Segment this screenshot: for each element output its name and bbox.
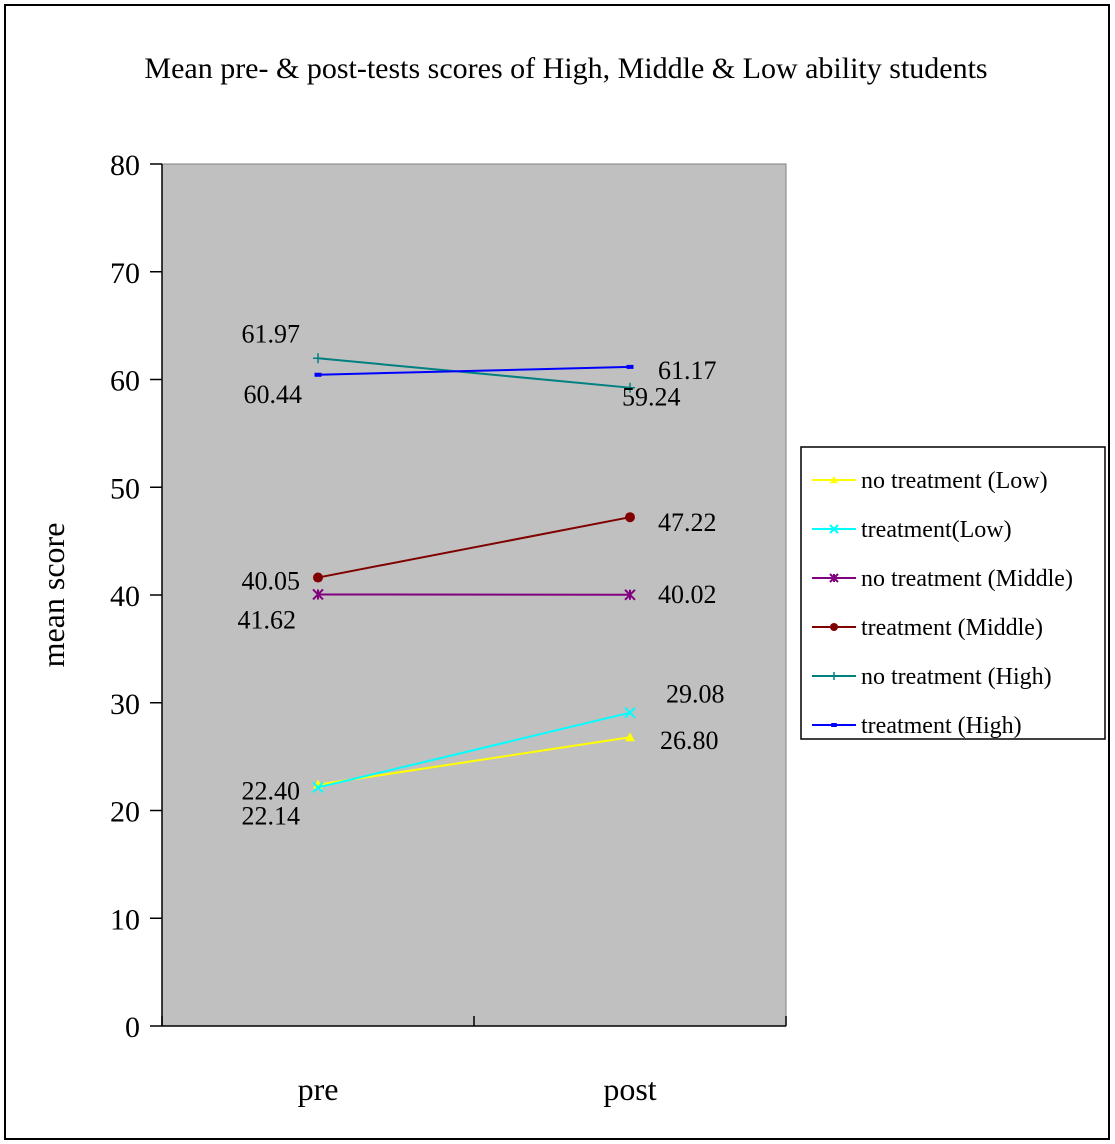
legend-item: no treatment (High)	[812, 664, 1052, 690]
marker-circle	[313, 572, 323, 583]
data-label: 60.44	[244, 380, 303, 409]
marker-triangle	[830, 476, 838, 484]
marker-triangle	[625, 732, 635, 742]
y-tick-label: 60	[110, 365, 140, 398]
marker-x	[312, 781, 324, 794]
y-tick-label: 70	[110, 257, 140, 290]
data-label: 47.22	[658, 508, 717, 537]
data-label: 41.62	[238, 605, 297, 634]
marker-star	[829, 573, 839, 583]
y-axis: 0 10 20 30 40 50 60 70 80	[110, 149, 163, 1044]
series-line	[317, 711, 631, 789]
legend-box	[800, 446, 1106, 740]
y-tick-label: 30	[110, 688, 140, 721]
legend-label: treatment(Low)	[861, 517, 1012, 543]
legend-item: treatment (Middle)	[812, 615, 1043, 641]
x-axis: pre post	[161, 1016, 787, 1107]
legend-item: treatment(Low)	[812, 517, 1012, 543]
data-label: 61.17	[658, 356, 717, 385]
marker-star	[312, 588, 324, 601]
y-axis-title: mean score	[35, 523, 71, 668]
data-label: 40.05	[242, 567, 301, 596]
data-label: 22.40	[242, 777, 301, 806]
data-label: 61.97	[242, 319, 301, 348]
series-line	[317, 357, 631, 389]
series-5	[314, 364, 634, 377]
marker-x	[829, 524, 839, 534]
legend-item: no treatment (Low)	[812, 468, 1048, 494]
series-line	[317, 736, 631, 786]
marker-plus	[625, 382, 635, 393]
data-labels: 22.40 26.80 22.14 29.08 41.62 40.02 40.05 47.22…	[238, 319, 725, 830]
marker-dash	[831, 723, 837, 727]
data-label: 22.14	[242, 801, 301, 830]
marker-plus	[830, 672, 838, 680]
series-line	[317, 365, 631, 376]
y-tick-label: 80	[110, 149, 140, 182]
legend-label: treatment (Middle)	[861, 615, 1043, 641]
y-tick-label: 20	[110, 796, 140, 829]
marker-circle	[625, 512, 635, 523]
marker-circle	[830, 623, 838, 631]
series-layer	[312, 353, 636, 794]
series-line	[317, 516, 631, 579]
marker-star	[624, 589, 636, 601]
data-label: 26.80	[660, 726, 719, 755]
y-tick-label: 10	[110, 903, 140, 936]
legend: no treatment (Low) treatment(Low) no treat…	[800, 446, 1106, 740]
marker-dash	[626, 364, 634, 369]
y-tick-label: 0	[125, 1011, 140, 1044]
series-4	[313, 353, 635, 393]
legend-label: no treatment (Middle)	[861, 566, 1073, 592]
data-label: 40.02	[658, 580, 717, 609]
legend-item: no treatment (Middle)	[812, 566, 1073, 592]
data-label: 59.24	[622, 383, 681, 412]
x-tick-label: post	[603, 1071, 656, 1107]
chart-title: Mean pre- & post-tests scores of High, M…	[144, 52, 987, 85]
data-label: 29.08	[666, 680, 725, 709]
series-1	[312, 706, 636, 794]
legend-label: treatment (High)	[861, 713, 1022, 739]
marker-x	[624, 706, 636, 719]
legend-label: no treatment (Low)	[861, 468, 1048, 494]
marker-dash	[314, 372, 322, 377]
marker-plus	[313, 353, 323, 364]
x-tick-label: pre	[298, 1071, 339, 1107]
legend-label: no treatment (High)	[861, 664, 1052, 690]
series-3	[313, 512, 635, 583]
legend-item: treatment (High)	[812, 713, 1022, 739]
y-tick-label: 40	[110, 580, 140, 613]
legend-items: no treatment (Low) treatment(Low) no treat…	[812, 468, 1073, 739]
y-tick-label: 50	[110, 472, 140, 505]
series-2	[312, 588, 636, 601]
